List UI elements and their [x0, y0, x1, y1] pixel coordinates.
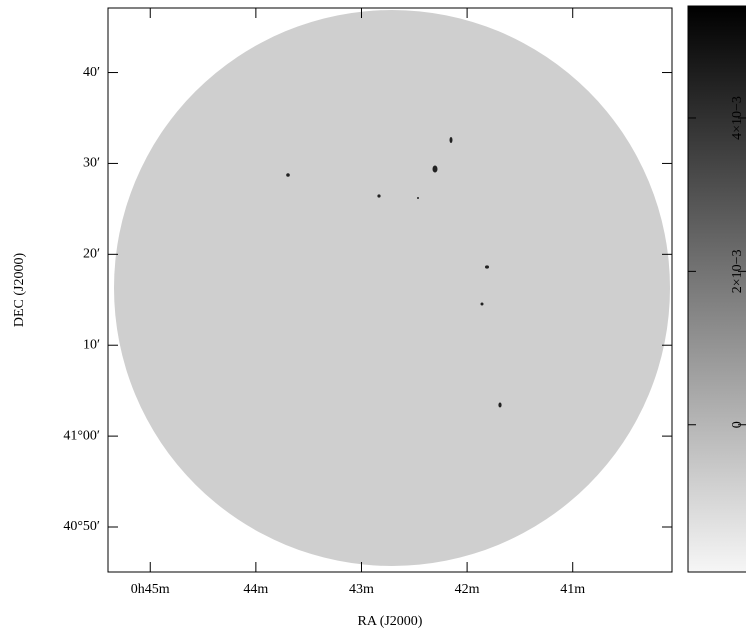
- x-tick-label: 0h45m: [131, 582, 170, 597]
- y-tick-label: 30′: [83, 156, 100, 171]
- colorbar-tick-label: 2×10−3: [730, 249, 745, 293]
- y-tick-label: 20′: [83, 247, 100, 262]
- sources: [286, 137, 502, 408]
- x-tick-label: 44m: [243, 582, 268, 597]
- x-tick-label: 43m: [349, 582, 374, 597]
- colorbar-tick-label: 4×10−3: [730, 96, 745, 140]
- y-tick-label: 10′: [83, 337, 100, 352]
- y-tick-label: 40°50′: [63, 519, 100, 534]
- y-tick-label: 41°00′: [63, 428, 100, 443]
- x-tick-label: 41m: [560, 582, 585, 597]
- y-tick-label: 40′: [83, 65, 100, 80]
- colorbar-tick-label: 0: [730, 421, 745, 428]
- sky-noise: [114, 10, 670, 566]
- y-axis-label: DEC (J2000): [12, 253, 27, 328]
- x-tick-label: 42m: [455, 582, 480, 597]
- colorbar: [687, 5, 746, 573]
- x-axis-label: RA (J2000): [358, 614, 423, 629]
